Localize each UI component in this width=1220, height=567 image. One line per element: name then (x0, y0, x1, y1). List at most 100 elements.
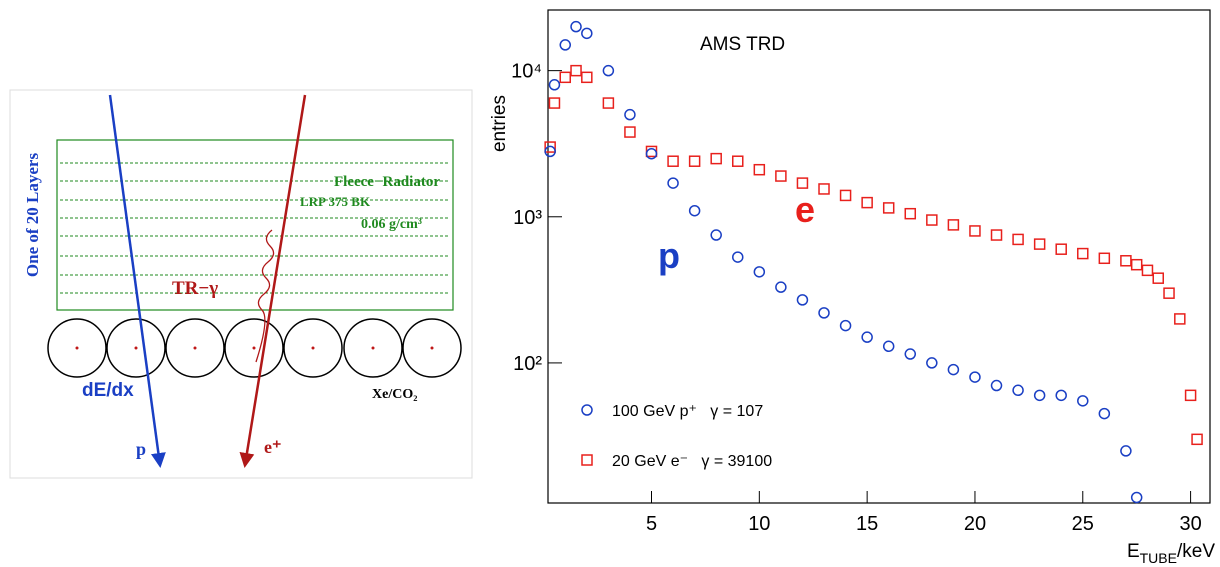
data-point (796, 177, 809, 189)
data-point (710, 229, 722, 241)
data-point (1141, 264, 1154, 277)
data-point (1077, 247, 1089, 260)
x-tick-label: 20 (964, 513, 986, 535)
data-point (581, 71, 593, 84)
x-tick-label: 30 (1179, 513, 1201, 535)
data-point (753, 163, 766, 176)
x-label-unit: /keV (1177, 541, 1215, 562)
plot-frame (547, 9, 1211, 504)
y-tick-label: 10² (513, 353, 542, 375)
y-tick-label: 10³ (513, 207, 542, 229)
x-tick-label: 25 (1072, 513, 1094, 535)
data-point (969, 371, 981, 383)
data-point (645, 145, 658, 158)
radiator-layers (60, 162, 450, 294)
data-point (570, 64, 582, 77)
data-point (775, 281, 787, 293)
energy-loss-label: dE/dx (82, 380, 134, 401)
data-point (969, 225, 981, 237)
gas-label: Xe/CO₂ (372, 387, 417, 402)
data-point (1152, 272, 1164, 284)
data-point (544, 145, 556, 158)
tr-photon-path (255, 229, 275, 363)
data-point (1055, 389, 1067, 402)
annotation: p (658, 235, 680, 276)
data-point (1033, 389, 1046, 402)
positron-label: e⁺ (264, 437, 282, 457)
data-point (1077, 395, 1089, 407)
legend-marker (581, 404, 593, 416)
chart-title: AMS TRD (700, 34, 785, 55)
data-point (947, 219, 960, 231)
data-point (1098, 407, 1111, 420)
data-point (1163, 287, 1175, 299)
data-point (990, 379, 1003, 392)
data-point (1098, 252, 1111, 265)
diagram-frame (9, 89, 473, 479)
data-point (732, 251, 744, 263)
density-label: 0.06 g/cm³ (361, 217, 422, 232)
y-axis-label: entries (489, 95, 510, 152)
data-point (1130, 258, 1143, 271)
data-point (1012, 233, 1024, 246)
data-point (667, 177, 679, 189)
data-point (861, 331, 873, 343)
straw-tubes (47, 318, 462, 378)
data-point (1184, 389, 1197, 402)
data-point (947, 363, 960, 376)
data-point (904, 207, 917, 220)
data-point (544, 141, 556, 153)
proton-track (108, 94, 166, 468)
data-point (1033, 238, 1046, 250)
data-point (1174, 313, 1186, 325)
wires (75, 346, 434, 350)
data-point (602, 97, 615, 109)
data-point (882, 340, 895, 353)
detector-diagram: One of 20 Layers Fleece−Radiator LRP 375… (9, 89, 473, 479)
positron-track (239, 94, 307, 468)
data-point (559, 71, 572, 84)
legend-label: 20 GeV e⁻ γ = 39100 (612, 453, 772, 470)
x-label-sub: TUBE (1140, 550, 1177, 566)
data-point (710, 152, 722, 165)
data-point (839, 189, 852, 202)
data-point (1120, 445, 1132, 457)
data-point (624, 108, 636, 121)
data-point (548, 79, 561, 91)
data-point (645, 147, 658, 160)
radiator-label: Fleece−Radiator (334, 174, 440, 190)
data-point (570, 20, 582, 33)
radiator-box (56, 139, 454, 311)
data-point (775, 170, 787, 182)
x-tick-label: 5 (646, 513, 657, 535)
legend-marker (581, 454, 593, 466)
x-axis-label: ETUBE/keV (1127, 541, 1215, 566)
data-point (818, 307, 830, 319)
data-point (667, 155, 679, 167)
data-point (602, 64, 615, 77)
data-point (861, 196, 873, 209)
data-point (548, 97, 561, 109)
tr-photon-label: TR−γ (172, 278, 218, 299)
data-point (926, 357, 938, 369)
annotation: e (795, 189, 815, 230)
data-point (882, 202, 895, 214)
data-point (926, 214, 938, 226)
y-tick-label: 10⁴ (511, 61, 542, 83)
data-point (1012, 384, 1024, 397)
data-point (624, 126, 636, 138)
data-point (904, 348, 917, 360)
radiator-type: LRP 375 BK (300, 194, 371, 209)
data-point (1191, 433, 1203, 446)
layers-label: One of 20 Layers (23, 153, 42, 278)
data-point (688, 204, 701, 217)
data-point (1055, 243, 1067, 255)
data-point (1130, 491, 1143, 504)
data-point (796, 294, 809, 306)
x-tick-label: 10 (748, 513, 770, 535)
data-point (688, 155, 701, 167)
data-point (990, 229, 1003, 241)
data-point (839, 319, 852, 332)
chart: AMS TRD entries ETUBE/keV p e 5 10 15 20 25 3… (489, 9, 1215, 566)
